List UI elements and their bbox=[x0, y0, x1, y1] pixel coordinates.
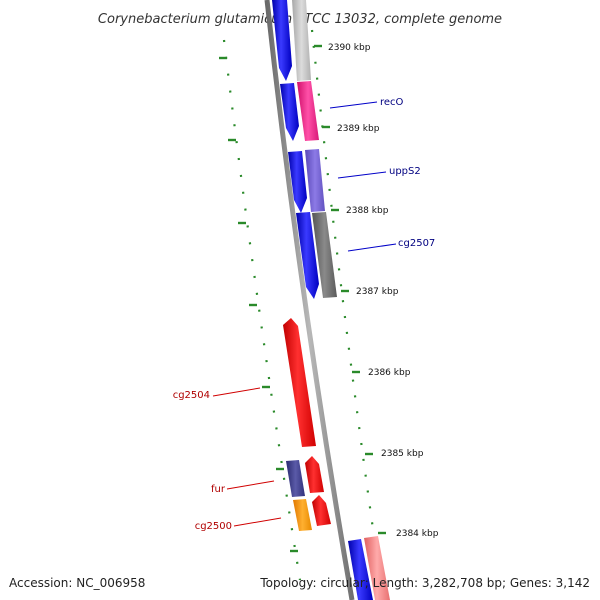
cog-blocks bbox=[292, 0, 390, 600]
genome-backbone bbox=[264, 0, 355, 600]
cds-arrow[interactable] bbox=[348, 539, 373, 600]
cds-arrow[interactable] bbox=[305, 456, 324, 493]
scale-label: 2388 kbp bbox=[346, 206, 389, 216]
cds-arrow[interactable] bbox=[288, 151, 307, 213]
gene-label-recO[interactable]: recO bbox=[380, 97, 404, 108]
scale-label: 2390 kbp bbox=[328, 43, 371, 53]
cds-arrow[interactable] bbox=[283, 318, 316, 447]
cog-block bbox=[293, 499, 312, 531]
genome-summary-text: Topology: circular; Length: 3,282,708 bp… bbox=[259, 576, 590, 590]
cog-block bbox=[305, 149, 325, 212]
scale-labels: 2390 kbp 2389 kbp 2388 kbp 2387 kbp 2386… bbox=[328, 43, 439, 539]
cog-block bbox=[292, 0, 311, 81]
major-ticks bbox=[219, 44, 386, 553]
gene-label-cg2504[interactable]: cg2504 bbox=[173, 390, 210, 401]
cog-block bbox=[297, 81, 319, 141]
gene-label-cg2500[interactable]: cg2500 bbox=[195, 521, 232, 532]
cds-arrow[interactable] bbox=[280, 83, 299, 141]
gene-label-uppS2[interactable]: uppS2 bbox=[389, 166, 421, 177]
cds-arrow[interactable] bbox=[272, 0, 292, 81]
scale-label: 2389 kbp bbox=[337, 124, 380, 134]
label-leaders bbox=[212, 101, 397, 527]
cds-arrow[interactable] bbox=[312, 495, 331, 526]
forward-strand-features bbox=[283, 318, 331, 531]
cog-block bbox=[312, 212, 337, 298]
accession-text: Accession: NC_006958 bbox=[9, 576, 145, 590]
cog-block bbox=[364, 536, 390, 600]
cog-block bbox=[286, 460, 305, 497]
gene-labels: recO uppS2 cg2507 cg2504 fur cg2500 bbox=[173, 97, 436, 532]
gene-label-fur[interactable]: fur bbox=[211, 484, 226, 495]
scale-label: 2387 kbp bbox=[356, 287, 399, 297]
cds-arrow[interactable] bbox=[296, 212, 319, 299]
scale-label: 2385 kbp bbox=[381, 449, 424, 459]
scale-label: 2384 kbp bbox=[396, 529, 439, 539]
scale-label: 2386 kbp bbox=[368, 368, 411, 378]
reverse-strand-features bbox=[272, 0, 373, 600]
gene-label-cg2507[interactable]: cg2507 bbox=[398, 238, 435, 249]
